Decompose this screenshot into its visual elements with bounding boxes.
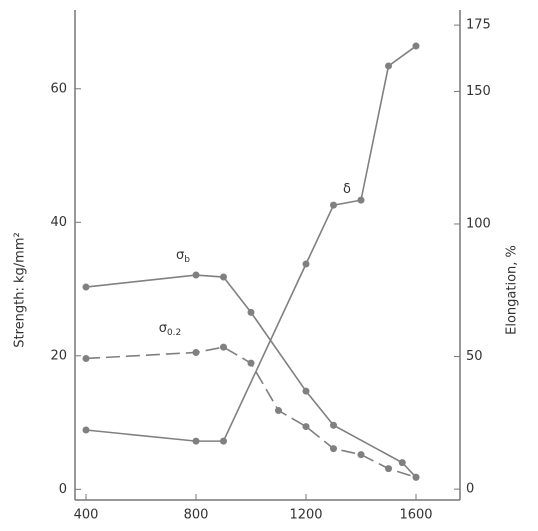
point	[220, 437, 227, 445]
series-label: δ	[343, 182, 351, 197]
x-tick-label: 1200	[289, 508, 322, 523]
point	[220, 273, 227, 281]
point	[412, 42, 420, 50]
point	[82, 426, 90, 434]
point	[330, 201, 337, 209]
point	[412, 473, 420, 481]
y2-tick-label: 175	[466, 18, 491, 33]
x-tick-label: 1600	[399, 508, 432, 523]
point	[192, 437, 200, 445]
point	[398, 459, 406, 467]
series-line	[85, 45, 417, 442]
point	[192, 348, 200, 356]
series-label-sub: b	[184, 255, 190, 265]
point	[247, 359, 255, 367]
series-line	[85, 274, 417, 478]
point	[220, 343, 227, 351]
point	[82, 283, 90, 291]
y2-tick-label: 50	[466, 349, 483, 364]
series-label: σb	[176, 248, 190, 265]
series-line	[85, 346, 417, 479]
y2-tick-label: 150	[466, 84, 491, 99]
point	[330, 445, 337, 453]
point	[357, 451, 365, 459]
point	[275, 407, 282, 415]
point	[192, 271, 200, 279]
point	[82, 354, 90, 362]
y2-axis-label: Elongation, %	[505, 245, 520, 335]
series-label-sub: 0.2	[167, 328, 181, 338]
y-tick-label: 40	[50, 215, 67, 230]
series-label: σ0.2	[159, 321, 182, 338]
x-tick-label: 800	[184, 508, 209, 523]
point	[385, 465, 392, 473]
series-label-main: σ	[176, 248, 184, 263]
y-tick-label: 20	[50, 348, 67, 363]
point	[302, 423, 310, 431]
series-label-main: σ	[159, 321, 167, 336]
point	[247, 308, 255, 316]
y-axis-label: Strength: kg/mm²	[13, 232, 28, 347]
point	[385, 62, 392, 70]
y2-tick-label: 0	[466, 482, 474, 497]
x-tick-label: 400	[74, 508, 99, 523]
y-tick-label: 60	[50, 81, 67, 96]
y-tick-label: 0	[59, 482, 67, 497]
y2-tick-label: 100	[466, 216, 491, 231]
point	[302, 387, 310, 395]
point	[357, 196, 365, 204]
series-label-main: δ	[343, 182, 351, 197]
point	[330, 421, 337, 429]
point	[302, 260, 310, 268]
